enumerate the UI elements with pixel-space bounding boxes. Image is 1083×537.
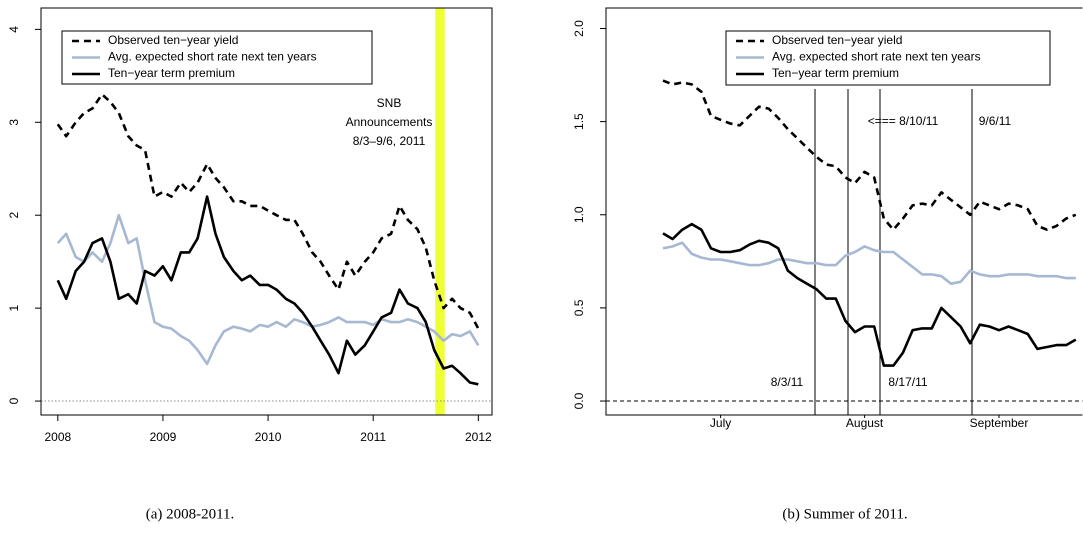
highlight-band [435, 8, 445, 415]
series-line [662, 79, 1077, 231]
legend-label: Avg. expected short rate next ten years [108, 50, 317, 64]
legend-label: Avg. expected short rate next ten years [772, 50, 981, 64]
annotation: SNB [377, 96, 402, 110]
y-tick-label: 0.5 [572, 299, 586, 316]
legend-label: Ten−year term premium [108, 66, 235, 80]
y-tick-label: 3 [7, 119, 21, 126]
y-tick-label: 4 [7, 26, 21, 33]
series-line [56, 195, 479, 386]
x-tick-label: August [846, 416, 884, 430]
event-label: 8/3/11 [771, 375, 804, 389]
plot-frame [40, 7, 493, 416]
legend-box [61, 30, 373, 85]
series-line [662, 241, 1076, 285]
caption: (a) 2008-2011. [146, 506, 235, 522]
series-line [662, 222, 1077, 367]
event-label: <=== 8/10/11 [868, 114, 939, 128]
series-line [56, 213, 480, 366]
y-tick-label: 0.0 [572, 392, 586, 409]
x-tick-label: 2008 [44, 430, 71, 444]
legend-box [725, 30, 1051, 86]
y-tick-label: 0 [7, 397, 21, 404]
caption: (b) Summer of 2011. [782, 506, 907, 522]
series-line [56, 93, 480, 330]
y-tick-label: 1.0 [572, 206, 586, 223]
event-label: 8/17/11 [888, 375, 927, 389]
y-tick-label: 2 [7, 212, 21, 219]
legend-label: Ten−year term premium [772, 66, 899, 80]
x-tick-label: 2009 [150, 430, 177, 444]
x-tick-label: 2011 [360, 430, 386, 444]
y-tick-label: 2.0 [572, 20, 586, 37]
y-tick-label: 1 [7, 304, 21, 311]
event-label: 9/6/11 [979, 114, 1012, 128]
plot-frame [605, 7, 1083, 416]
legend-label: Observed ten−year yield [772, 33, 902, 47]
x-tick-label: 2010 [255, 430, 282, 444]
y-tick-label: 1.5 [572, 113, 586, 130]
x-tick-label: September [970, 416, 1029, 430]
x-tick-label: 2012 [465, 430, 492, 444]
legend-label: Observed ten−year yield [108, 33, 238, 47]
annotation: 8/3–9/6, 2011 [353, 134, 426, 148]
annotation: Announcements [346, 115, 433, 129]
x-tick-label: July [710, 416, 731, 430]
